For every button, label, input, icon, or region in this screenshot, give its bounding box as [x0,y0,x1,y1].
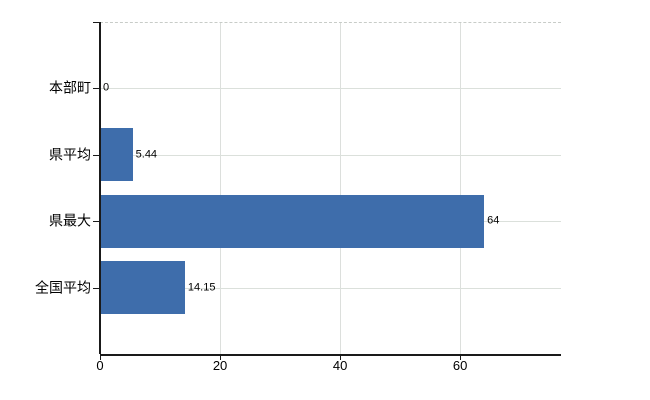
v-gridline [460,22,462,354]
plot-top-border [100,22,561,23]
x-tick-mark [340,354,342,360]
h-gridline [100,154,561,156]
bar-value-label: 5.44 [135,148,158,161]
bar-value-label: 64 [487,214,500,227]
y-tick-mark [93,287,100,289]
x-tick-label: 20 [212,358,228,373]
x-tick-label: 0 [96,358,104,373]
category-label: 本部町 [49,80,91,97]
x-tick-label: 60 [452,358,468,373]
category-label: 県平均 [49,146,91,163]
x-tick-mark [220,354,222,360]
h-gridline [100,287,561,289]
y-axis-line [99,22,101,354]
v-gridline [340,22,342,354]
y-tick-mark [93,154,100,156]
x-tick-label: 40 [332,358,348,373]
category-label: 全国平均 [35,279,91,296]
h-gridline [100,88,561,90]
bar [101,261,185,315]
bar-value-label: 0 [103,81,110,94]
y-tick-mark [93,221,100,223]
bar-value-label: 14.15 [187,280,216,293]
x-tick-mark [460,354,462,360]
category-label: 県最大 [49,212,91,229]
y-tick-mark [93,88,100,90]
x-tick-mark [100,354,101,360]
y-tick-mark-top [93,22,100,23]
bar [101,194,485,248]
v-gridline [220,22,222,354]
bar [101,128,133,182]
x-axis-line [100,354,561,356]
